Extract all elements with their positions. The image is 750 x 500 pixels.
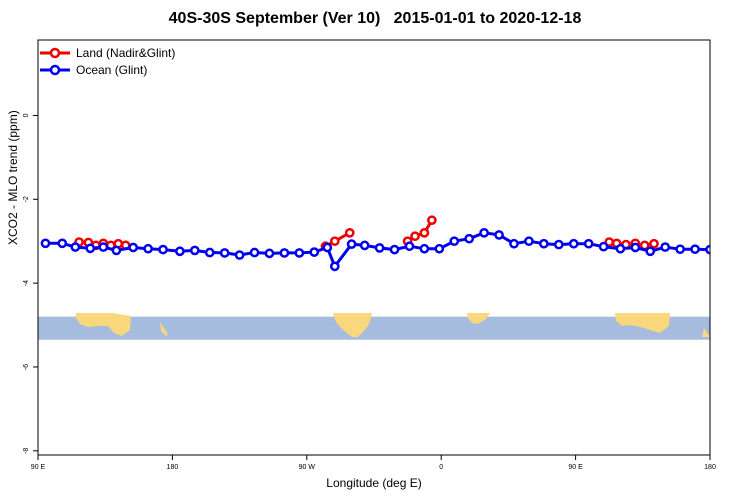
series-1-point-0-33 [524,236,534,247]
series-1-point-0-43 [675,244,685,255]
map-ocean [38,316,710,340]
legend-swatch-land [40,47,70,58]
chart-title: 40S-30S September (Ver 10) 2015-01-01 to… [168,10,582,27]
series-1-point-0-2 [70,242,81,252]
plot-frame [37,39,711,456]
series-1-point-0-8 [158,244,168,255]
series-1-point-0-0 [40,238,51,249]
map-land-3 [467,313,490,324]
y-tick-label-4: -8 [23,448,30,454]
y-tick-label-3: -6 [23,364,30,370]
series-1-point-0-10 [189,245,200,256]
x-tick-label-1: 180 [167,464,179,471]
legend-item-land: Land (Nadir&Glint) [40,44,175,61]
series-0-point-2-2 [419,227,430,238]
axes: 90 E 180 90 W 0 90 E 180 0 -2 -4 -6 -8 [23,113,716,471]
map-land-0 [76,313,131,336]
series-1-point-0-17 [294,248,305,258]
x-axis-label: Longitude (deg E) [326,476,422,490]
legend-label-ocean: Ocean (Glint) [76,62,148,77]
x-tick-label-4: 90 E [568,464,583,471]
series-1-point-0-12 [219,248,230,258]
series-1-point-0-22 [359,240,370,251]
series-1-point-0-21 [346,239,357,249]
series-1-point-0-30 [479,227,489,238]
series-1-point-0-29 [464,233,475,244]
series-1-point-0-19 [322,242,333,253]
series-layer [40,215,710,272]
series-1-point-0-41 [645,246,656,257]
series-1-point-0-24 [389,244,400,255]
series-1-point-0-36 [568,238,579,249]
y-tick-label-0: 0 [23,113,30,117]
series-1-point-0-7 [143,243,153,254]
y-tick-label-2: -4 [23,280,30,286]
series-1-point-0-37 [583,238,594,249]
y-tick-label-1: -2 [23,196,30,202]
series-1-point-0-40 [630,242,641,253]
x-tick-label-3: 0 [439,464,443,471]
series-0-point-2-3 [427,215,437,226]
series-1-point-0-13 [234,250,245,260]
y-axis-label: XCO2 - MLO trend (ppm) [6,110,20,245]
x-tick-label-5: 180 [704,464,716,471]
series-1-point-0-3 [85,243,96,254]
series-1-point-0-4 [98,242,109,252]
series-1-point-0-18 [309,247,320,257]
series-1-point-0-14 [249,247,260,258]
series-1-point-0-20 [329,261,340,272]
series-1-point-0-23 [374,243,385,253]
series-1-point-0-35 [553,239,564,250]
x-tick-label-0: 90 E [31,464,46,471]
series-0-point-1-1 [329,236,340,247]
map-land-4 [615,313,670,333]
series-1-point-0-6 [128,242,139,253]
series-0-point-1-2 [344,227,355,238]
series-1-point-0-44 [690,244,700,255]
map-land-1 [160,322,168,336]
series-1-point-0-42 [660,242,671,252]
series-1-point-0-27 [434,243,445,254]
series-1-point-0-1 [57,238,68,249]
legend: Land (Nadir&Glint) Ocean (Glint) [40,44,175,78]
series-1-point-0-25 [404,241,415,252]
world-map-band [38,313,710,340]
series-1-point-0-5 [111,245,122,256]
x-tick-label-2: 90 W [299,464,316,471]
series-0-point-3-5 [649,238,659,249]
series-1-point-0-15 [264,248,275,259]
legend-item-ocean: Ocean (Glint) [40,61,175,78]
series-0-point-2-1 [410,231,420,242]
legend-swatch-ocean [40,64,70,75]
series-1-point-0-28 [449,236,460,247]
map-land-2 [333,313,372,337]
map-land-5 [702,328,710,337]
series-1-point-0-38 [598,241,609,252]
legend-label-land: Land (Nadir&Glint) [76,45,176,60]
series-1-point-0-34 [539,238,549,249]
series-1-point-0-16 [279,248,290,258]
series-1-point-0-9 [175,246,185,257]
series-1-line-0 [45,231,710,268]
series-1-point-0-39 [615,243,626,254]
series-1-point-0-45 [705,244,710,255]
series-1-point-0-31 [494,230,504,240]
series-1-point-0-11 [204,247,215,258]
series-1-point-0-26 [419,243,430,254]
series-1-point-0-32 [509,238,519,249]
